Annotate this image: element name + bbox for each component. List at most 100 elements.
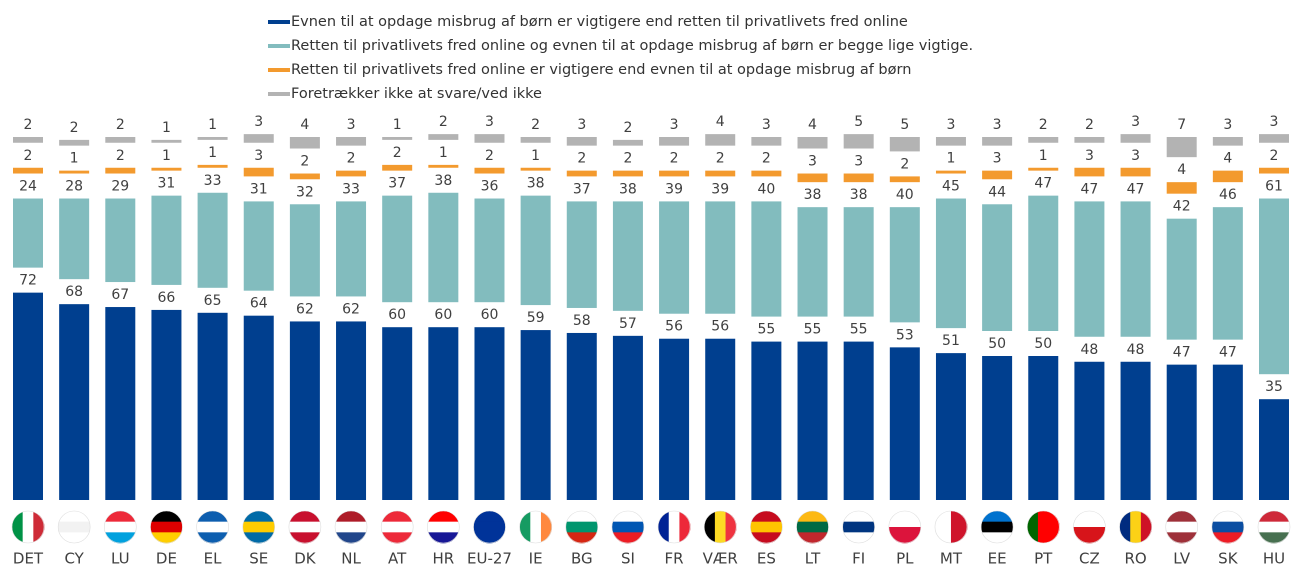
bar-segment — [289, 137, 320, 149]
bar-segment — [1120, 134, 1151, 143]
flag-stripe — [750, 521, 783, 533]
flag-stripe — [1119, 511, 1131, 543]
x-tick-label: RO — [1124, 550, 1146, 566]
x-tick-label: VÆR — [703, 550, 738, 566]
flag-border — [1119, 510, 1152, 544]
data-label: 2 — [670, 151, 679, 167]
flag-stripe — [1258, 511, 1290, 523]
data-label: 3 — [485, 114, 494, 130]
x-tick-label: ES — [757, 550, 776, 566]
data-label: 4 — [300, 117, 309, 133]
bar-segment — [243, 201, 274, 291]
data-label: 33 — [342, 181, 360, 197]
data-label: 39 — [665, 181, 683, 197]
bar-segment — [197, 137, 228, 140]
data-label: 56 — [711, 319, 729, 335]
data-label: 35 — [1265, 379, 1283, 395]
data-label: 50 — [988, 336, 1006, 352]
flag-stripe — [519, 511, 531, 543]
bar-segment — [1028, 356, 1059, 500]
data-label: 42 — [1173, 199, 1191, 215]
flag-stripe — [679, 511, 691, 543]
data-label: 1 — [70, 151, 79, 167]
data-label: 38 — [850, 187, 868, 203]
flag-stripe — [1211, 532, 1244, 544]
flag-border — [1026, 510, 1060, 544]
bar-segment — [13, 137, 43, 143]
flag-stripe — [242, 532, 275, 544]
data-label: 1 — [208, 117, 217, 133]
flag-stripe — [473, 511, 506, 523]
bar-segment — [843, 134, 874, 149]
flag — [1073, 511, 1106, 544]
bar-segment — [751, 137, 782, 146]
data-label: 24 — [19, 179, 37, 195]
bar-segment — [59, 170, 90, 174]
flag-stripe — [842, 532, 875, 544]
bar-segment — [982, 170, 1013, 180]
bar-segment — [520, 195, 551, 306]
bar-segment — [243, 167, 274, 177]
flag-stripe — [150, 532, 183, 544]
bar-segment — [243, 315, 274, 500]
x-tick-label: SK — [1218, 550, 1239, 566]
flag-border — [611, 510, 645, 544]
bar-segment — [705, 201, 736, 314]
bar-segment — [889, 207, 920, 323]
x-tick-label: HU — [1263, 550, 1285, 566]
x-tick-label: FR — [665, 550, 684, 566]
data-label: 47 — [1219, 345, 1237, 361]
data-label: 38 — [619, 181, 637, 197]
bar-segment — [659, 338, 690, 500]
data-label: 40 — [896, 187, 914, 203]
bar-segment — [13, 198, 43, 268]
bar-segment — [751, 170, 782, 177]
legend-swatch — [268, 92, 290, 96]
flag-stripe — [427, 532, 460, 544]
flag — [796, 511, 829, 544]
flag-stripe — [242, 521, 275, 533]
x-tick-label: SI — [621, 550, 635, 566]
flag-border — [103, 510, 137, 544]
bar-segment — [428, 327, 459, 500]
flag-border — [57, 510, 91, 544]
data-label: 55 — [804, 322, 822, 338]
x-tick-label: MT — [940, 550, 963, 566]
flag-stripe — [335, 521, 368, 533]
data-label: 45 — [942, 179, 960, 195]
bar-segment — [289, 173, 320, 180]
bar-segment — [1212, 170, 1243, 183]
bar-segment — [1074, 167, 1105, 177]
flag-stripe — [1165, 532, 1198, 544]
flag — [934, 511, 968, 543]
flag-border — [1073, 510, 1106, 544]
data-label: 32 — [296, 184, 314, 200]
bar-segment — [151, 195, 182, 285]
bar-segment — [612, 335, 643, 500]
flag-border — [980, 510, 1014, 544]
flag-border — [519, 510, 552, 544]
data-label: 61 — [1265, 179, 1283, 195]
flag-stripe — [725, 511, 737, 543]
bar-segment — [59, 304, 90, 500]
data-label: 2 — [70, 120, 79, 136]
data-label: 28 — [65, 179, 83, 195]
flag — [1165, 511, 1198, 544]
flag-stripe — [750, 511, 783, 523]
data-label: 56 — [665, 319, 683, 335]
flag-border — [427, 510, 460, 544]
data-label: 66 — [158, 290, 176, 306]
legend-swatch — [268, 68, 290, 72]
data-label: 48 — [1080, 342, 1098, 358]
data-label: 2 — [485, 148, 494, 164]
data-label: 1 — [162, 120, 171, 136]
bar-segment — [1074, 137, 1105, 143]
flag-stripe — [842, 521, 875, 533]
bar-segment — [382, 164, 413, 171]
flag — [335, 511, 368, 544]
x-tick-label: IE — [529, 550, 543, 566]
data-label: 3 — [670, 117, 679, 133]
data-label: 1 — [393, 117, 402, 133]
flag-stripe — [104, 521, 137, 533]
flag-stripe — [611, 521, 644, 533]
